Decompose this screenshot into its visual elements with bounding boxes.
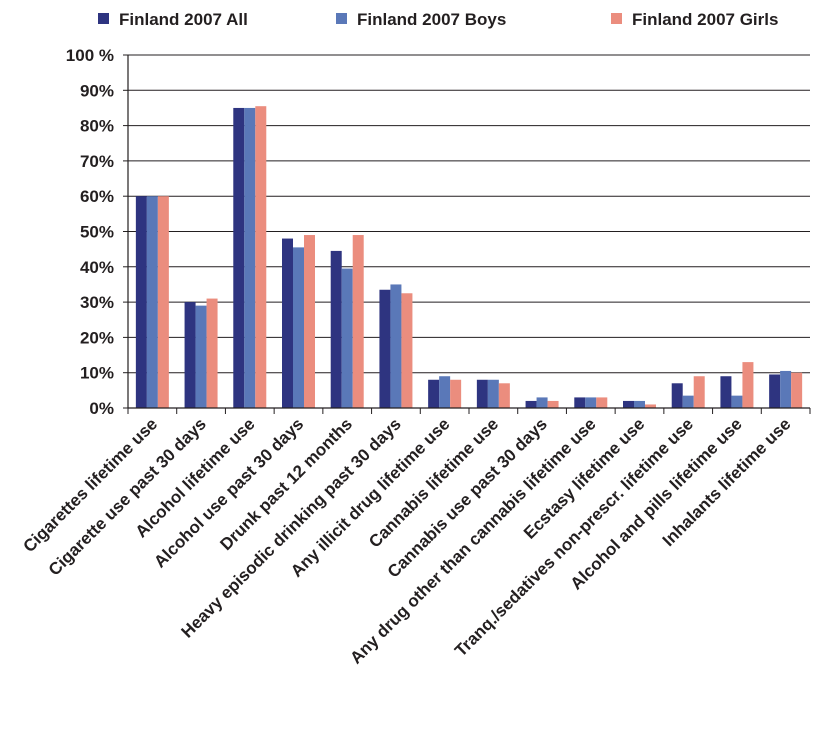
bar-finland-2007-all-cigarettes-lifetime-use <box>135 196 147 408</box>
bar-finland-2007-all-inhalants-lifetime-use <box>769 374 781 408</box>
bar-finland-2007-boys-heavy-episodic-drinking-past-30-days <box>390 284 402 408</box>
bar-finland-2007-boys-alcohol-use-past-30-days <box>293 247 304 408</box>
legend-swatch-finland-2007-boys <box>336 13 347 24</box>
chart-gridlines <box>128 54 810 374</box>
bar-finland-2007-all-any-illicit-drug-lifetime-use <box>428 379 440 408</box>
bar-finland-2007-girls-tranq-sedatives-non-prescr-lifetime-use <box>693 376 705 408</box>
y-tick-label: 10% <box>80 364 114 383</box>
bar-finland-2007-girls-alcohol-lifetime-use <box>255 106 267 408</box>
bar-finland-2007-boys-any-drug-other-than-cannabis-lifetime-use <box>585 397 597 408</box>
bar-finland-2007-boys-tranq-sedatives-non-prescr-lifetime-use <box>682 395 694 408</box>
y-tick-label: 50% <box>80 223 114 242</box>
y-tick-label: 60% <box>80 187 114 206</box>
y-tick-label: 70% <box>80 152 114 171</box>
legend-swatch-finland-2007-all <box>98 13 109 24</box>
bar-finland-2007-boys-alcohol-and-pills-lifetime-use <box>731 395 743 408</box>
bar-finland-2007-boys-ecstasy-lifetime-use <box>634 400 645 408</box>
legend-label-finland-2007-all: Finland 2007 All <box>119 10 248 29</box>
y-tick-label: 30% <box>80 293 114 312</box>
bar-finland-2007-boys-drunk-past-12-months <box>341 268 353 408</box>
bar-finland-2007-girls-cannabis-lifetime-use <box>498 383 510 408</box>
bar-finland-2007-girls-alcohol-use-past-30-days <box>304 235 315 408</box>
bar-finland-2007-girls-alcohol-and-pills-lifetime-use <box>742 362 754 408</box>
legend-label-finland-2007-boys: Finland 2007 Boys <box>357 10 506 29</box>
bar-finland-2007-girls-any-illicit-drug-lifetime-use <box>450 379 462 408</box>
bar-finland-2007-all-heavy-episodic-drinking-past-30-days <box>379 289 391 408</box>
bar-finland-2007-boys-cigarettes-lifetime-use <box>146 196 158 408</box>
bar-finland-2007-girls-heavy-episodic-drinking-past-30-days <box>401 293 413 408</box>
bar-finland-2007-boys-any-illicit-drug-lifetime-use <box>439 376 451 408</box>
bar-finland-2007-boys-cannabis-use-past-30-days <box>536 397 548 408</box>
bar-finland-2007-all-drunk-past-12-months <box>330 250 342 408</box>
chart-bars <box>135 106 803 408</box>
y-tick-label: 90% <box>80 81 114 100</box>
bar-finland-2007-all-alcohol-lifetime-use <box>233 107 245 408</box>
bar-finland-2007-all-cannabis-lifetime-use <box>476 379 488 408</box>
y-tick-label: 80% <box>80 117 114 136</box>
chart-legend: Finland 2007 All Finland 2007 Boys Finland… <box>98 10 778 29</box>
y-tick-label: 40% <box>80 258 114 277</box>
legend-swatch-finland-2007-girls <box>611 13 622 24</box>
bar-finland-2007-all-cannabis-use-past-30-days <box>525 400 537 408</box>
legend-label-finland-2007-girls: Finland 2007 Girls <box>632 10 778 29</box>
bar-finland-2007-girls-cigarette-use-past-30-days <box>206 298 218 408</box>
bar-finland-2007-girls-cigarettes-lifetime-use <box>157 196 169 408</box>
y-tick-label: 100 % <box>66 46 114 65</box>
bar-finland-2007-all-ecstasy-lifetime-use <box>623 400 634 408</box>
bar-finland-2007-girls-inhalants-lifetime-use <box>791 372 803 408</box>
bar-finland-2007-all-any-drug-other-than-cannabis-lifetime-use <box>574 397 586 408</box>
bar-finland-2007-all-alcohol-use-past-30-days <box>282 238 293 408</box>
bar-finland-2007-all-tranq-sedatives-non-prescr-lifetime-use <box>671 383 683 408</box>
bar-finland-2007-girls-any-drug-other-than-cannabis-lifetime-use <box>596 397 608 408</box>
y-axis: 0% 10% 20% 30% 40% 50% 60% 70% 80% 90% 100 % <box>66 46 129 418</box>
bar-finland-2007-boys-cannabis-lifetime-use <box>487 379 499 408</box>
bar-finland-2007-all-alcohol-and-pills-lifetime-use <box>720 376 732 408</box>
bar-finland-2007-girls-drunk-past-12-months <box>352 235 364 408</box>
y-tick-label: 20% <box>80 328 114 347</box>
y-tick-label: 0% <box>89 399 114 418</box>
bar-finland-2007-boys-alcohol-lifetime-use <box>244 107 256 408</box>
bar-finland-2007-all-cigarette-use-past-30-days <box>184 302 196 408</box>
bar-finland-2007-boys-cigarette-use-past-30-days <box>195 305 207 408</box>
bar-finland-2007-girls-ecstasy-lifetime-use <box>645 404 656 408</box>
bar-finland-2007-girls-cannabis-use-past-30-days <box>547 400 559 408</box>
bar-finland-2007-boys-inhalants-lifetime-use <box>780 370 792 408</box>
